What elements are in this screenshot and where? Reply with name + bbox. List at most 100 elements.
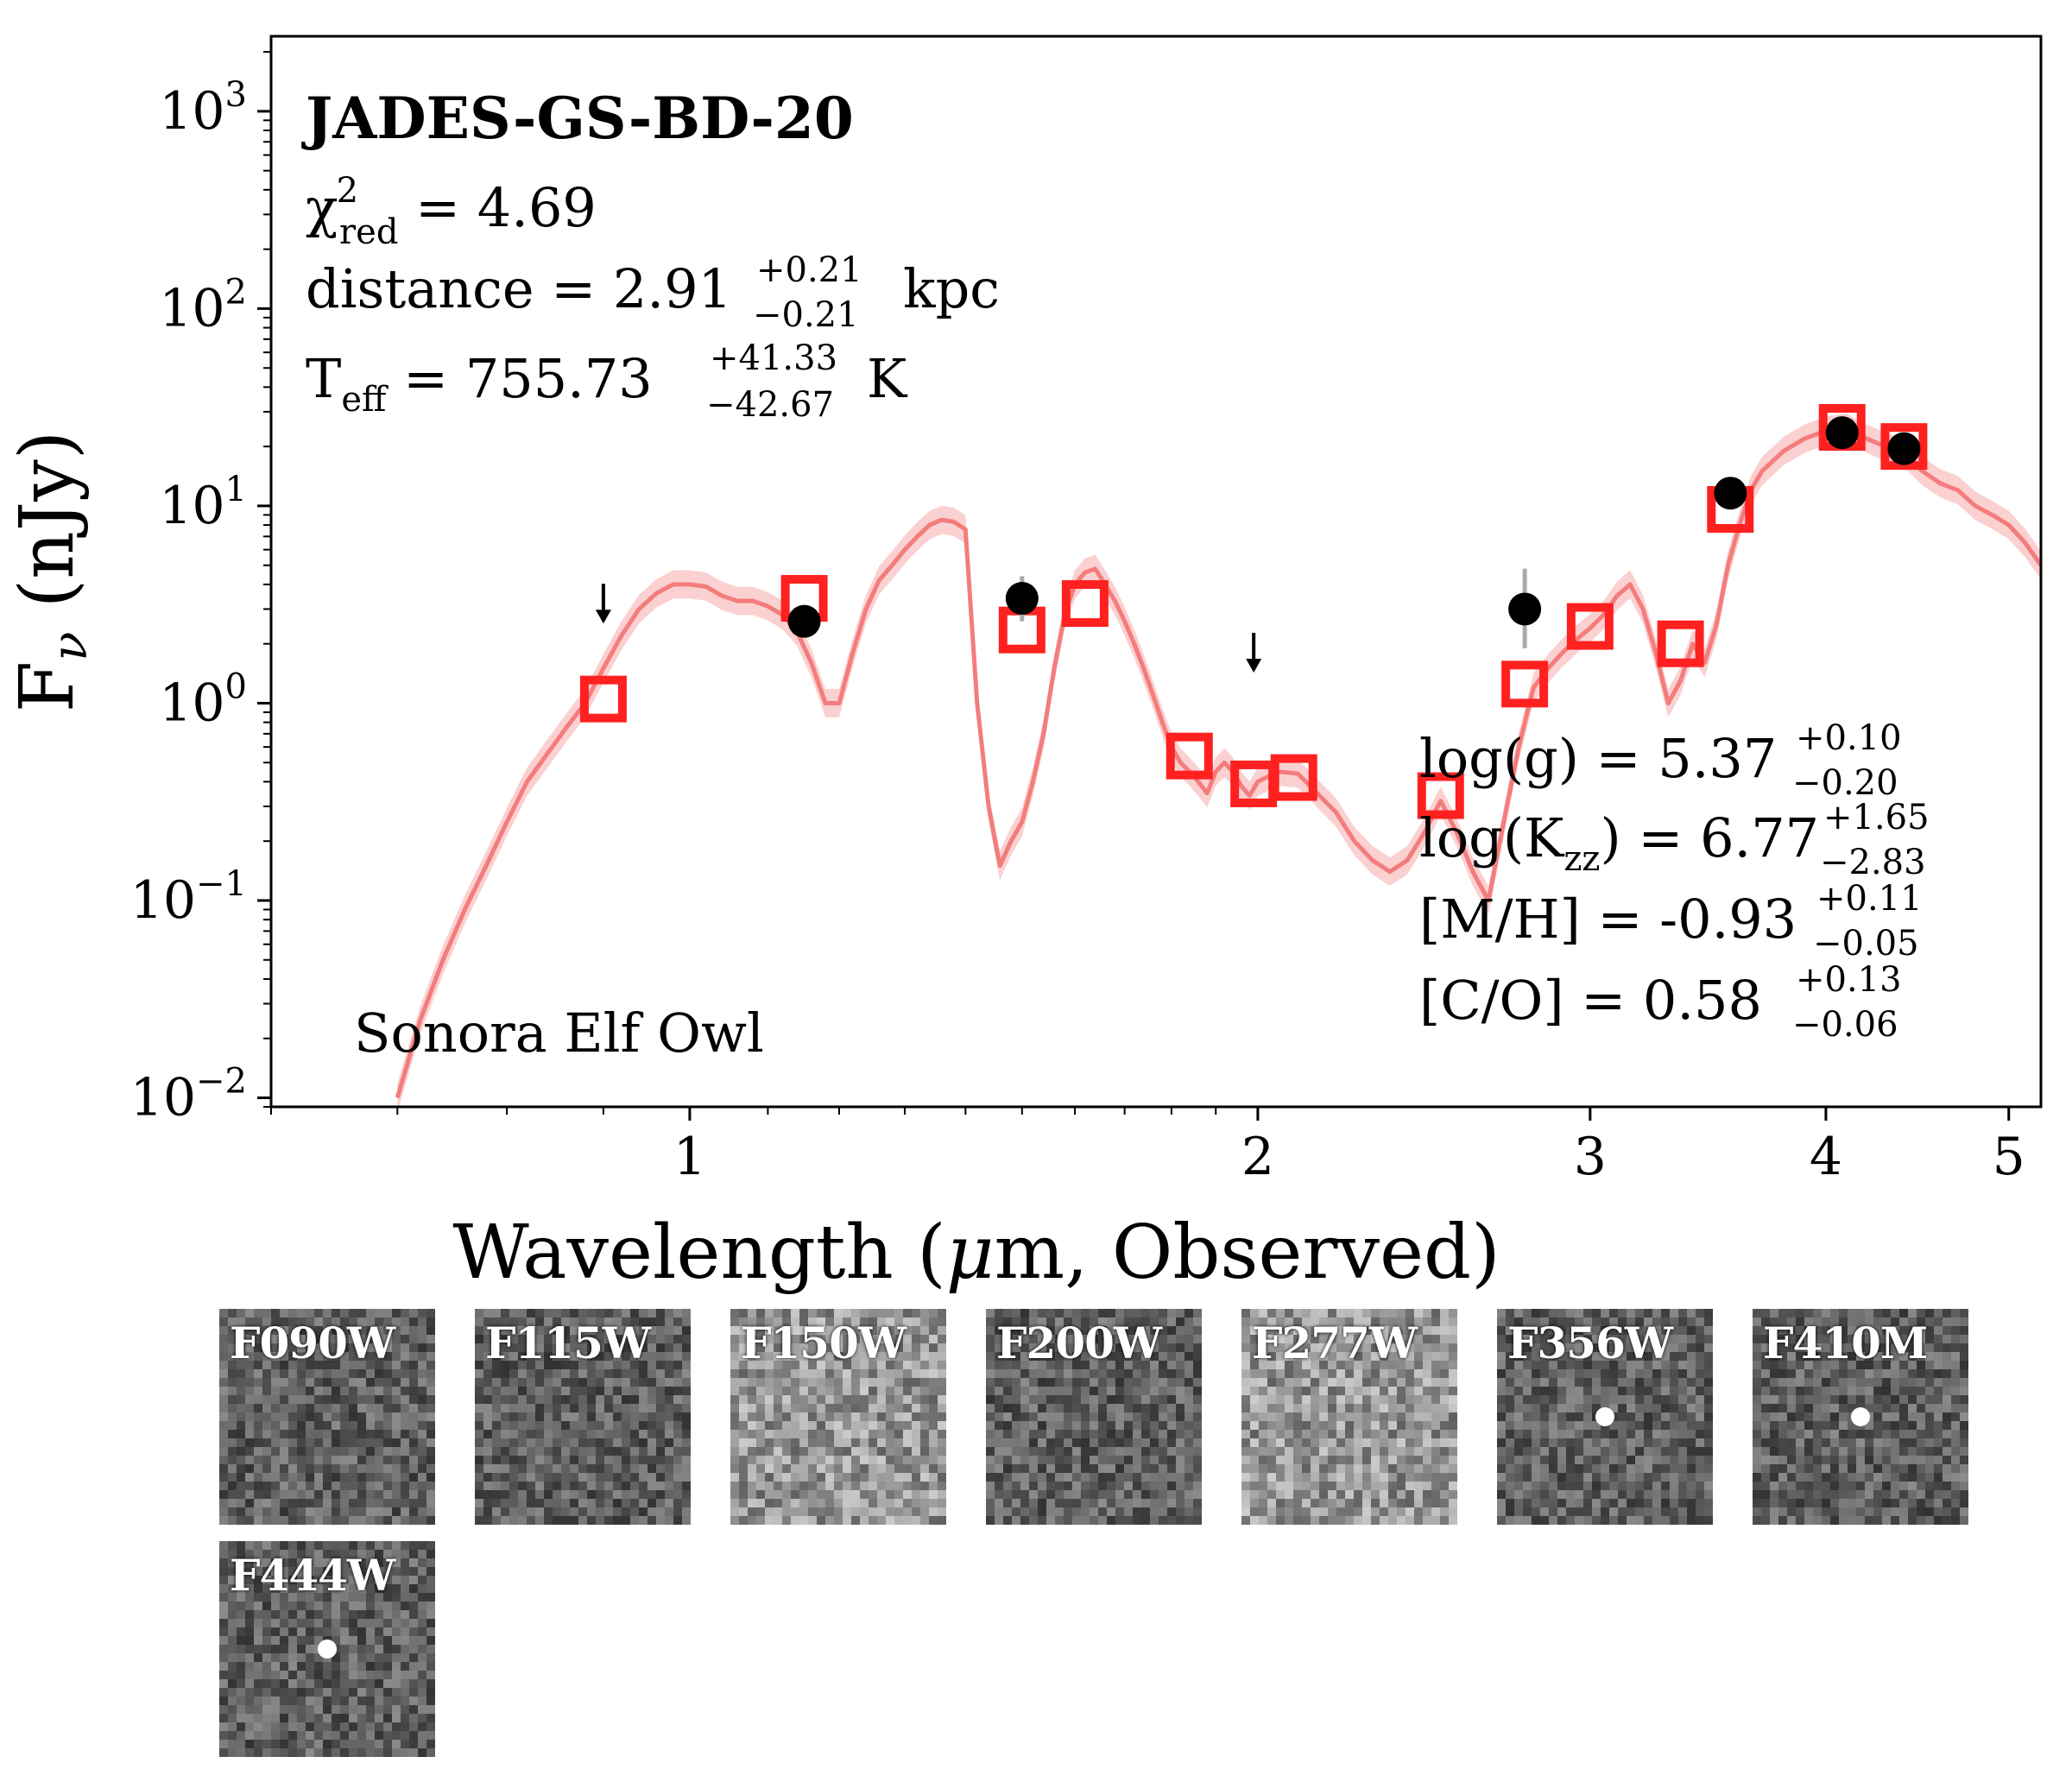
cutout-label: F410M	[1763, 1318, 1928, 1368]
model-photometry-point-9	[1566, 603, 1614, 650]
co-sup: +0.13	[1796, 960, 1902, 1000]
y-tick-label-5: 103	[159, 75, 247, 142]
teff-prefix: = 755.73	[386, 347, 652, 410]
x-axis-label-pre: Wavelength (	[452, 1210, 945, 1296]
distance-unit: kpc	[903, 257, 1000, 320]
logg-annotation: log(g) = 5.37	[1419, 727, 1777, 790]
model-photometry-point-0	[579, 675, 627, 723]
cutout-label: F444W	[230, 1550, 395, 1601]
teff-sub: −42.67	[706, 385, 834, 425]
cutout-image	[1497, 1309, 1713, 1525]
cutout-f150w: F150W	[730, 1309, 946, 1525]
cutout-f444w: F444W	[219, 1541, 435, 1757]
observed-photometry-point-2	[1508, 592, 1542, 626]
y-tick-label-1: 10−1	[130, 864, 247, 931]
y-tick-label-4: 102	[159, 272, 247, 338]
cutout-image	[219, 1309, 435, 1525]
cutout-f200w: F200W	[986, 1309, 1202, 1525]
upper-limit-arrow-0	[595, 584, 611, 624]
cutout-label: F150W	[741, 1318, 906, 1368]
teff-unit: K	[867, 347, 908, 410]
model-photometry-point-13	[1880, 423, 1928, 471]
cutout-label: F090W	[230, 1318, 395, 1368]
logg-sub: −0.20	[1792, 763, 1898, 803]
y-tick-label-0: 10−2	[130, 1062, 247, 1128]
distance-sup: +0.21	[756, 250, 862, 290]
distance-annotation: distance = 2.91	[306, 257, 732, 320]
distance-prefix: distance = 2.91	[306, 257, 732, 320]
model-photometry-point-4	[1166, 732, 1213, 780]
cutout-image	[219, 1541, 435, 1757]
plot-frame	[269, 35, 2043, 1109]
observed-photometry-point-1	[1005, 582, 1039, 616]
model-photometry-point-6	[1270, 754, 1317, 801]
model-photometry-point-8	[1501, 660, 1549, 708]
x-tick-label-2: 3	[1574, 1127, 1607, 1187]
y-axis-label-sub: ν	[42, 632, 98, 661]
co-annotation: [C/O] = 0.58	[1419, 969, 1762, 1032]
logkzz-sub: −2.83	[1820, 843, 1926, 882]
source-point	[1595, 1407, 1614, 1426]
cutout-label: F277W	[1252, 1318, 1418, 1368]
teff-annotation: Teff = 755.73	[306, 347, 653, 420]
y-tick-label-2: 100	[159, 667, 247, 733]
source-point	[1851, 1407, 1870, 1426]
chi2-value: = 4.69	[398, 176, 596, 239]
teff-sup: +41.33	[710, 338, 837, 378]
x-axis-label: Wavelength (μm, Observed)	[452, 1210, 1500, 1296]
cutout-image	[1241, 1309, 1457, 1525]
observed-photometry-point-3	[1714, 477, 1747, 510]
y-tick-label-3: 101	[159, 470, 247, 536]
mh-annotation: [M/H] = -0.93	[1419, 888, 1797, 951]
cutout-f277w: F277W	[1241, 1309, 1457, 1525]
teff-label: T	[306, 347, 341, 410]
teff-label-sub: eff	[341, 380, 388, 420]
cutout-f410m: F410M	[1753, 1309, 1968, 1525]
source-point	[318, 1640, 337, 1659]
chi2-sup: 2	[337, 171, 358, 211]
cutout-f356w: F356W	[1497, 1309, 1713, 1525]
observed-photometry-point-5	[1887, 432, 1921, 465]
model-name-label: Sonora Elf Owl	[354, 1002, 764, 1065]
cutout-image	[730, 1309, 946, 1525]
logkzz-annotation: log(Kzz) = 6.77	[1419, 806, 1819, 879]
mh-sup: +0.11	[1816, 879, 1923, 919]
x-tick-label-3: 4	[1810, 1127, 1842, 1187]
logkzz-prefix-a: log(K	[1419, 806, 1565, 869]
object-name: JADES-GS-BD-20	[301, 85, 854, 152]
cutout-label: F200W	[996, 1318, 1162, 1368]
logg-sup: +0.10	[1796, 718, 1902, 758]
y-axis-label: Fν (nJy)	[4, 431, 98, 713]
x-axis-label-greek: μ	[946, 1210, 995, 1296]
mh-sub: −0.05	[1813, 924, 1919, 964]
observed-photometry-point-4	[1825, 416, 1859, 450]
cutout-label: F115W	[485, 1318, 651, 1368]
x-tick-label-4: 5	[1993, 1127, 2025, 1187]
x-tick-label-1: 2	[1241, 1127, 1274, 1187]
cutout-f115w: F115W	[475, 1309, 691, 1525]
cutout-image	[986, 1309, 1202, 1525]
model-photometry-point-10	[1657, 620, 1704, 667]
distance-sub: −0.21	[753, 295, 859, 335]
upper-limit-arrow-1	[1246, 632, 1262, 673]
logkzz-sup: +1.65	[1823, 798, 1930, 837]
cutout-label: F356W	[1507, 1318, 1673, 1368]
y-axis-label-f: F	[4, 661, 91, 713]
x-axis-label-post: m, Observed)	[995, 1210, 1500, 1296]
chi2-annotation: χ2 red = 4.69	[306, 171, 597, 252]
observed-photometry-point-0	[787, 604, 821, 638]
logkzz-prefix-b: ) = 6.77	[1601, 806, 1820, 869]
chi2-symbol: χ	[306, 176, 338, 239]
cutout-image	[1753, 1309, 1968, 1525]
logkzz-label-sub: zz	[1563, 839, 1600, 879]
y-axis-label-post: (nJy)	[4, 431, 91, 632]
chi2-sub: red	[339, 212, 398, 252]
co-sub: −0.06	[1792, 1005, 1898, 1045]
x-tick-label-0: 1	[673, 1127, 706, 1187]
model-photometry-point-7	[1417, 772, 1464, 819]
model-photometry-point-3	[1061, 580, 1109, 628]
cutout-f090w: F090W	[219, 1309, 435, 1525]
cutout-image	[475, 1309, 691, 1525]
